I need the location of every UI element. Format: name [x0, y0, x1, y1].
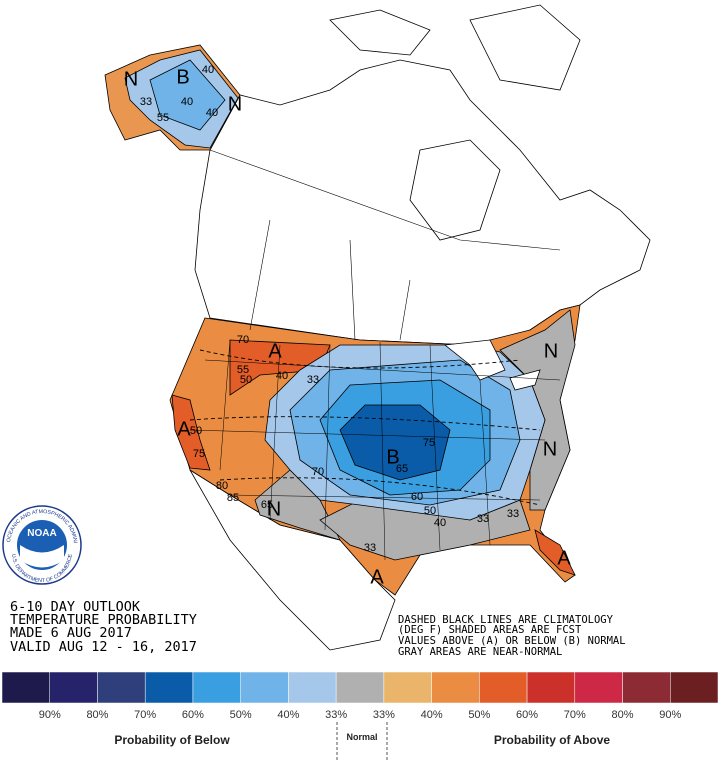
climatology-lines: [189, 349, 541, 506]
legend-swatch: [97, 671, 146, 704]
legend-label: 40%: [421, 709, 443, 721]
contour-label: 40: [202, 64, 214, 76]
map: [104, 4, 651, 651]
outlook-line: 6-10 DAY OUTLOOK: [10, 599, 141, 615]
contour-label: 65: [261, 499, 273, 511]
legend-label: 33%: [325, 709, 347, 721]
legend-swatch: [670, 671, 719, 704]
legend-label: 90%: [659, 709, 681, 721]
contour-label: 80: [216, 480, 228, 492]
legend-swatch: [526, 671, 576, 704]
noaa-logo: NOAA NATIONAL OCEANIC AND ATMOSPHERIC AD…: [0, 0, 82, 585]
contour-label: 70: [237, 334, 249, 346]
map-letter: B: [386, 446, 399, 468]
arctic-islands: [329, 4, 581, 91]
map-letter: N: [544, 340, 558, 362]
contour-label: 65: [396, 463, 408, 475]
map-letter: N: [228, 93, 242, 115]
map-letter: A: [557, 547, 571, 569]
legend-label: 90%: [39, 709, 61, 721]
state-lines: [189, 339, 561, 561]
contour-label: 75: [193, 448, 205, 460]
contour-label: 60: [411, 491, 423, 503]
contour-label: 33: [140, 96, 152, 108]
logo-ring-top: NATIONAL OCEANIC AND ATMOSPHERIC ADMINIS…: [0, 0, 78, 544]
legend-swatch: [622, 671, 671, 704]
legend-label: 50%: [230, 709, 252, 721]
contour-label: 40: [206, 107, 218, 119]
legend-swatch: [574, 671, 623, 704]
note-line: GRAY AREAS ARE NEAR-NORMAL: [398, 646, 562, 658]
legend-swatch: [240, 671, 289, 704]
legend-swatch: [383, 671, 432, 704]
contour-label: 50: [240, 374, 252, 386]
legend-label: 60%: [516, 709, 538, 721]
contour-label: 33: [507, 508, 519, 520]
legend-label: 70%: [564, 709, 586, 721]
legend-swatch: [479, 671, 528, 704]
map-letter: A: [177, 418, 191, 440]
notes: DASHED BLACK LINES ARE CLIMATOLOGY (DEG …: [398, 614, 626, 658]
legend-label: 60%: [182, 709, 204, 721]
contour-label: 40: [276, 370, 288, 382]
legend-label: 80%: [86, 709, 108, 721]
contour-label: 33: [477, 513, 489, 525]
logo-name: NOAA: [27, 528, 56, 539]
map-letter: A: [268, 340, 282, 362]
contour-label: 50: [190, 425, 202, 437]
map-letter: A: [370, 566, 384, 588]
note-line: VALUES ABOVE (A) OR BELOW (B) NORMAL: [398, 635, 626, 647]
outlook-text: 6-10 DAY OUTLOOK TEMPERATURE PROBABILITY…: [10, 599, 197, 655]
outlook-line: VALID AUG 12 - 16, 2017: [10, 639, 197, 655]
legend-label: 80%: [612, 709, 634, 721]
contour-label: 33: [307, 374, 319, 386]
contour-label: 55: [157, 112, 169, 124]
outlook-line: MADE 6 AUG 2017: [10, 625, 132, 641]
alaska-blue-2: [149, 59, 226, 131]
contour-label: 55: [237, 364, 249, 376]
map-letter: N: [267, 498, 281, 520]
legend-swatch: [192, 671, 241, 704]
note-line: DASHED BLACK LINES ARE CLIMATOLOGY: [398, 614, 614, 626]
map-letter: N: [124, 68, 138, 90]
legend-swatch: [288, 671, 337, 704]
legend-label: 33%: [373, 709, 395, 721]
blue-60: [339, 404, 451, 481]
logo-gull: [20, 545, 64, 568]
map-letter: B: [176, 66, 189, 88]
contour-label: 70: [312, 466, 324, 478]
normal-title: Normal: [346, 732, 377, 742]
canada-provinces: [209, 149, 561, 341]
legend-swatch: [335, 671, 385, 704]
contour-label: 75: [423, 437, 435, 449]
contour-label: 40: [181, 96, 193, 108]
outlook-line: TEMPERATURE PROBABILITY: [10, 612, 197, 628]
hudson-bay: [409, 139, 501, 241]
legend-swatch: [1, 671, 50, 704]
note-line: (DEG F) SHADED AREAS ARE FCST: [398, 624, 582, 636]
legend-label: 50%: [468, 709, 490, 721]
legend-label: 40%: [277, 709, 299, 721]
map-letter: N: [543, 438, 557, 460]
below-title: Probability of Below: [114, 733, 230, 747]
red-nw: [229, 339, 331, 396]
contour-label: 33: [364, 542, 376, 554]
red-ca: [171, 394, 211, 471]
legend-swatch: [431, 671, 480, 704]
contour-label: 40: [434, 517, 446, 529]
contour-label: 85: [227, 492, 239, 504]
legend-swatch: [49, 671, 98, 704]
legend-label: 70%: [134, 709, 156, 721]
contour-label: 50: [424, 505, 436, 517]
red-fl: [534, 529, 576, 576]
above-title: Probability of Above: [494, 733, 611, 747]
legend: 90% 80% 70% 60% 50% 40% 33% 33% 40% 50% 60% 70% 80% 9…: [1, 671, 719, 721]
legend-swatch: [144, 671, 194, 704]
